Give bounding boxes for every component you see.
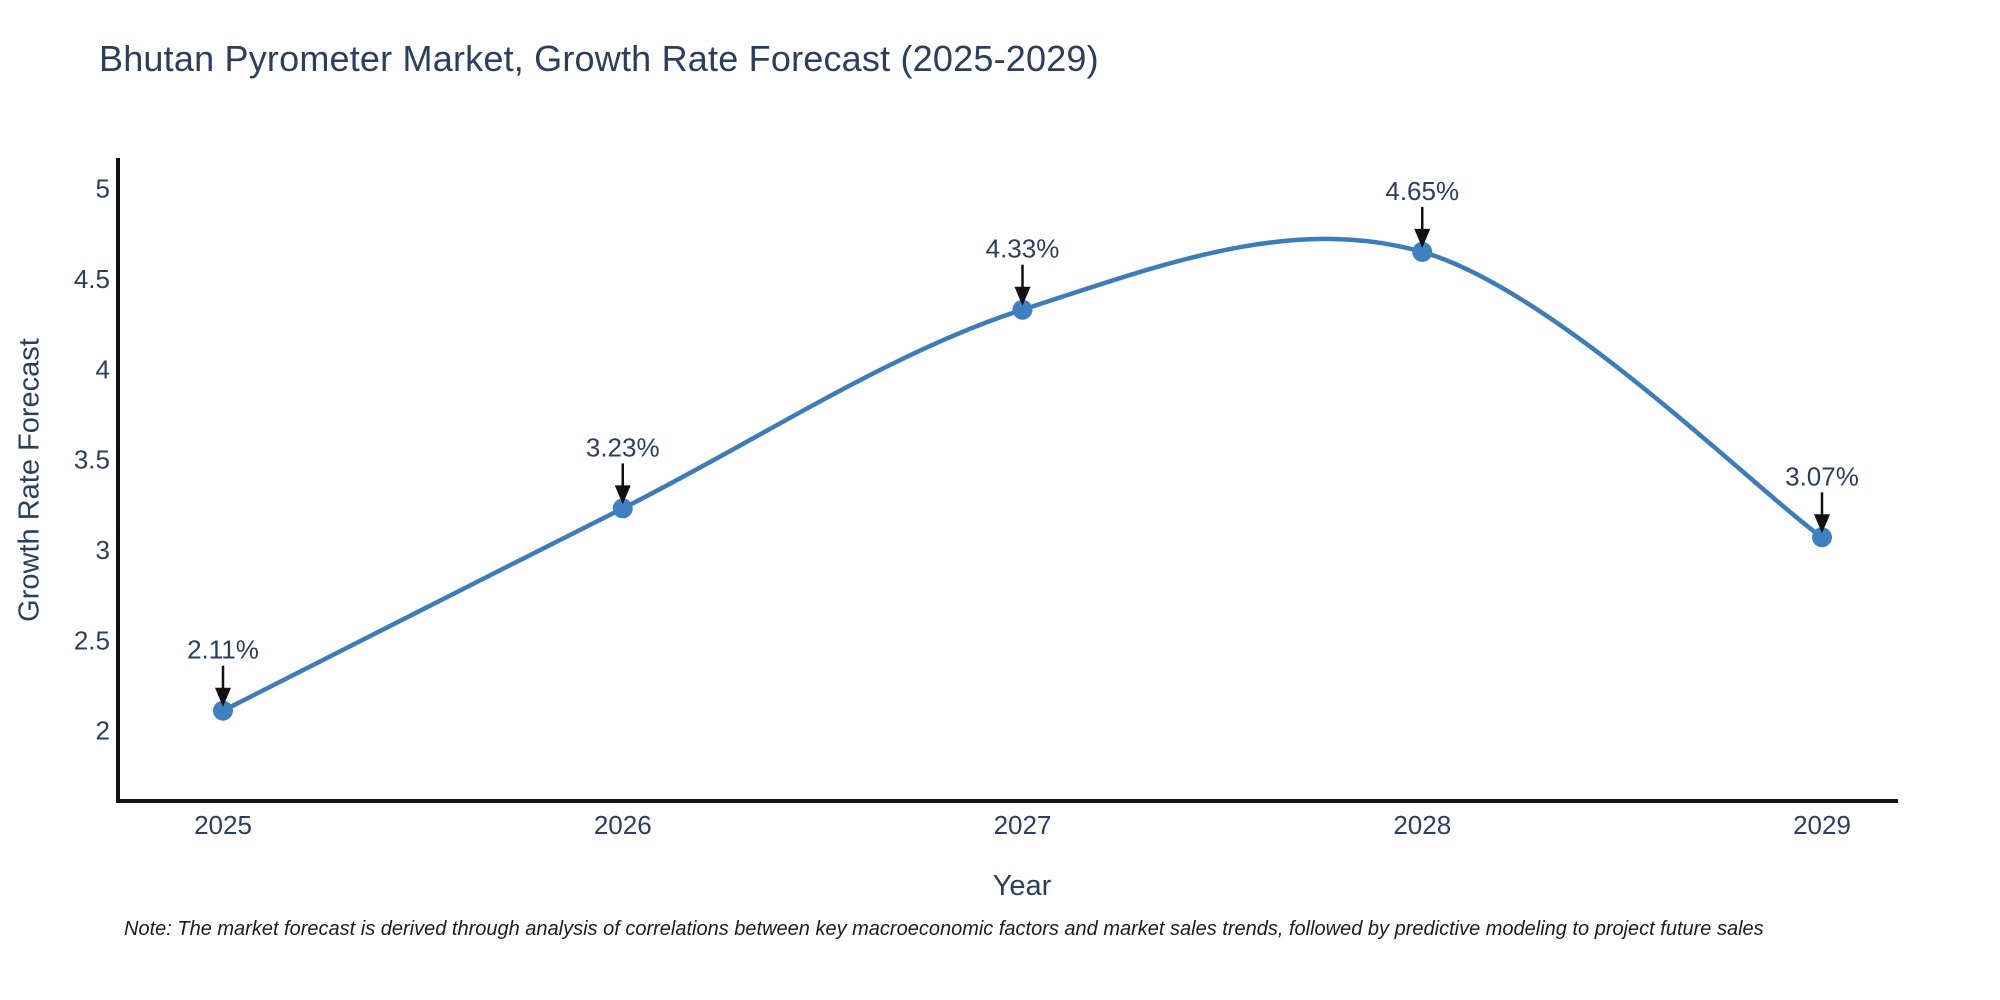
y-tick-label: 2.5 bbox=[74, 625, 110, 655]
point-label: 3.23% bbox=[586, 432, 660, 462]
x-tick-label: 2027 bbox=[994, 810, 1052, 840]
data-point bbox=[1412, 241, 1433, 262]
point-label: 4.33% bbox=[986, 234, 1060, 264]
annotation-arrow-head bbox=[614, 485, 631, 505]
chart-title: Bhutan Pyrometer Market, Growth Rate For… bbox=[99, 38, 1099, 79]
y-tick-label: 2 bbox=[96, 716, 110, 746]
y-tick-label: 5 bbox=[96, 174, 110, 204]
x-tick-label: 2028 bbox=[1393, 810, 1451, 840]
point-label: 4.65% bbox=[1385, 176, 1459, 206]
point-label: 2.11% bbox=[187, 635, 259, 665]
footnote: Note: The market forecast is derived thr… bbox=[124, 918, 1764, 940]
x-tick-label: 2025 bbox=[194, 810, 252, 840]
x-tick-label: 2026 bbox=[594, 810, 652, 840]
data-point bbox=[612, 498, 633, 519]
y-tick-label: 4 bbox=[96, 354, 110, 384]
annotation-arrow-head bbox=[1814, 514, 1830, 534]
y-tick-label: 3 bbox=[96, 535, 110, 565]
annotation-arrow-head bbox=[1014, 286, 1031, 306]
axis-spines bbox=[116, 158, 1898, 803]
x-axis-title: Year bbox=[992, 870, 1052, 902]
point-label: 3.07% bbox=[1785, 461, 1859, 491]
y-tick-label: 4.5 bbox=[74, 264, 110, 294]
annotation-arrow-head bbox=[1414, 228, 1431, 248]
data-point bbox=[1812, 527, 1832, 548]
y-tick-label: 3.5 bbox=[74, 445, 110, 475]
data-point bbox=[213, 700, 233, 721]
x-tick-label: 2029 bbox=[1793, 810, 1851, 840]
annotation-arrow-head bbox=[215, 687, 231, 707]
data-point bbox=[1012, 299, 1033, 320]
